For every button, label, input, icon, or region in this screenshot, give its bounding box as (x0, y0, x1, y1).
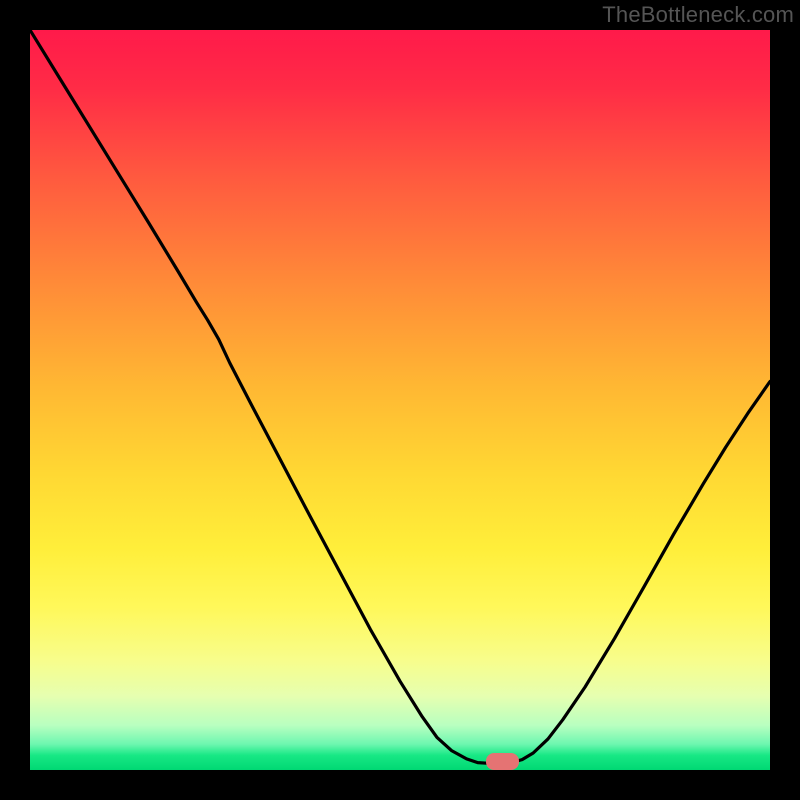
plot-background (30, 30, 770, 770)
watermark-text: TheBottleneck.com (602, 2, 794, 28)
plot-svg (30, 30, 770, 770)
chart-root: TheBottleneck.com (0, 0, 800, 800)
plot-area (30, 30, 770, 770)
optimal-marker (486, 753, 519, 770)
